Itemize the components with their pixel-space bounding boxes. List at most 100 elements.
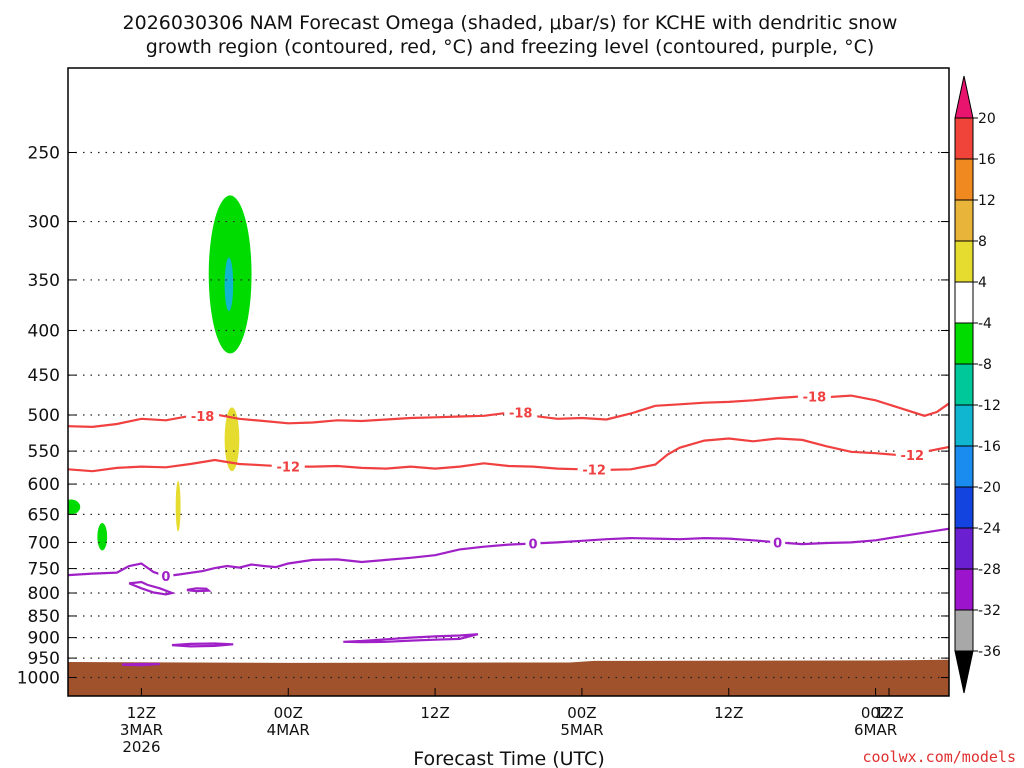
- ytick-label-350: 350: [28, 271, 60, 291]
- colorbar-label-7: -12: [978, 398, 1001, 414]
- contour-zero-blob-2: [171, 642, 234, 648]
- colorbar-swatch-m4to4: [954, 281, 974, 324]
- colorbar-swatch-m16tom12: [954, 404, 974, 447]
- colorbar-swatch-m8tom4: [954, 322, 974, 365]
- xtick-label-60-0: 12Z: [714, 704, 743, 722]
- xtick-label-12-1: 3MAR: [120, 721, 163, 739]
- omega-region-13: [1008, 602, 1014, 624]
- contour-zero-blob-0: [128, 580, 176, 596]
- ytick-label-850: 850: [28, 607, 60, 627]
- colorbar-label-0: 20: [978, 111, 996, 127]
- colorbar-label-6: -8: [978, 357, 992, 373]
- ytick-label-250: 250: [28, 144, 60, 164]
- contour-label-minus12-2-bg: [895, 447, 929, 464]
- contour-zero-blob-1: [186, 587, 212, 593]
- xtick-label-72-0: 00Z: [861, 704, 890, 722]
- ytick-label-700: 700: [28, 533, 60, 553]
- colorbar-label-3: 8: [978, 234, 987, 250]
- contour-minus18: [68, 394, 949, 429]
- colorbar-swatch-16to20: [954, 117, 974, 160]
- colorbar-label-8: -16: [978, 439, 1001, 455]
- xtick-label-24-0: 00Z: [274, 704, 303, 722]
- colorbar-label-1: 16: [978, 152, 996, 168]
- colorbar-swatch-m12tom8: [954, 363, 974, 406]
- colorbar-swatch-m36tom32: [954, 609, 974, 652]
- colorbar-label-5: -4: [978, 316, 992, 332]
- contour-label-minus18-0-bg: [186, 407, 220, 424]
- contour-label-minus18-0: -18: [191, 410, 215, 425]
- omega-region-5: [97, 523, 108, 551]
- colorbar-swatch-m28tom24: [954, 527, 974, 570]
- colorbar-label-9: -20: [978, 480, 1001, 496]
- xtick-label-48-1: 5MAR: [560, 721, 603, 739]
- omega-region-7: [1016, 209, 1024, 331]
- colorbar: 20 16 12 8 4 -4 -8 -12 -16 -20 -24 -28 -32 -36: [954, 75, 1001, 694]
- contour-zero-blob-4: [122, 662, 160, 667]
- contour-zero-blob-3: [343, 633, 479, 644]
- colorbar-over-triangle: [954, 75, 974, 119]
- colorbar-label-2: 12: [978, 193, 996, 209]
- omega-shading-layer: [68, 160, 1024, 624]
- contour-label-zero-1: 0: [528, 538, 537, 553]
- contour-label-minus18-2: -18: [803, 390, 827, 405]
- x-axis-label: Forecast Time (UTC): [413, 748, 604, 768]
- terrain-layer: [68, 659, 949, 696]
- contour-label-zero-0-bg: [158, 568, 174, 585]
- y-axis-pressure: 2503003504004505005506006507007508008509…: [17, 144, 949, 689]
- ytick-label-1000: 1000: [17, 669, 60, 689]
- omega-region-2: [224, 407, 240, 472]
- omega-region-4: [68, 499, 81, 515]
- contour-label-minus12-0-bg: [271, 458, 305, 475]
- contour-label-minus18-2-bg: [797, 388, 831, 405]
- ytick-label-800: 800: [28, 584, 60, 604]
- ytick-label-500: 500: [28, 406, 60, 426]
- ytick-label-750: 750: [28, 560, 60, 580]
- contour-label-minus12-1: -12: [582, 463, 606, 478]
- colorbar-label-12: -32: [978, 603, 1001, 619]
- terrain-fill: [68, 659, 949, 696]
- ytick-label-650: 650: [28, 505, 60, 525]
- chart-title-line-2: growth region (contoured, red, °C) and f…: [146, 36, 875, 58]
- contour-label-minus12-1-bg: [577, 461, 611, 478]
- contour-label-minus12-2: -12: [901, 449, 925, 464]
- colorbar-swatch-m20tom16: [954, 445, 974, 488]
- contour-label-minus12-0: -12: [277, 461, 301, 476]
- contour-layer: -18 -18 -18 -12 -12 -12 0 0 0: [68, 388, 949, 667]
- contour-label-zero-0: 0: [161, 570, 170, 585]
- contour-minus12: [68, 437, 949, 473]
- contour-label-zero-2: 0: [773, 536, 782, 551]
- chart-title-line-1: 2026030306 NAM Forecast Omega (shaded, μ…: [123, 12, 898, 34]
- colorbar-swatch-4to8: [954, 240, 974, 283]
- colorbar-swatch-8to12: [954, 199, 974, 242]
- colorbar-swatch-m32tom28: [954, 568, 974, 611]
- xtick-label-84-0: 12Z: [874, 704, 903, 722]
- colorbar-label-10: -24: [978, 521, 1001, 537]
- colorbar-swatch-m24tom20: [954, 486, 974, 529]
- colorbar-label-4: 4: [978, 275, 987, 291]
- ytick-label-300: 300: [28, 213, 60, 233]
- ytick-label-450: 450: [28, 366, 60, 386]
- colorbar-label-11: -28: [978, 562, 1001, 578]
- ytick-label-400: 400: [28, 322, 60, 342]
- colorbar-under-triangle: [954, 650, 974, 694]
- ytick-label-900: 900: [28, 629, 60, 649]
- omega-region-1: [224, 257, 234, 312]
- xtick-label-12-2: 2026: [122, 738, 160, 756]
- colorbar-label-13: -36: [978, 644, 1001, 660]
- ytick-label-600: 600: [28, 475, 60, 495]
- omega-region-3: [175, 480, 181, 532]
- colorbar-swatch-12to16: [954, 158, 974, 201]
- plot-frame: [67, 67, 950, 697]
- xtick-label-12-0: 12Z: [127, 704, 156, 722]
- xtick-label-72-1: 6MAR: [854, 721, 897, 739]
- contour-label-minus18-1: -18: [509, 407, 533, 422]
- ytick-label-950: 950: [28, 649, 60, 669]
- ytick-label-550: 550: [28, 442, 60, 462]
- xtick-label-48-0: 00Z: [567, 704, 596, 722]
- xtick-label-24-1: 4MAR: [267, 721, 310, 739]
- credit-text: coolwx.com/models: [862, 748, 1016, 766]
- contour-label-zero-2-bg: [770, 534, 786, 551]
- omega-region-6: [1005, 160, 1024, 419]
